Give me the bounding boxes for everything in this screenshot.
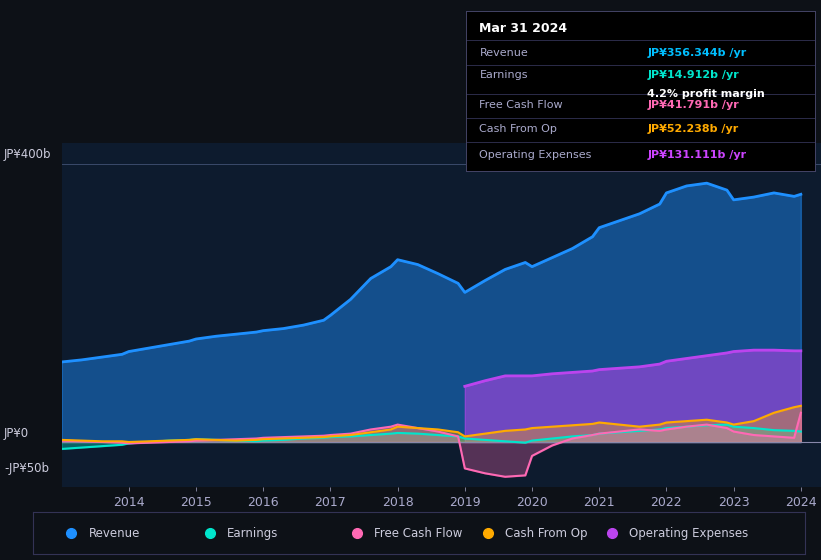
- Text: Earnings: Earnings: [479, 70, 528, 80]
- Text: 4.2% profit margin: 4.2% profit margin: [648, 89, 765, 99]
- Text: JP¥0: JP¥0: [4, 427, 30, 440]
- Text: Operating Expenses: Operating Expenses: [629, 527, 748, 540]
- Text: Revenue: Revenue: [479, 48, 528, 58]
- Text: Free Cash Flow: Free Cash Flow: [374, 527, 462, 540]
- Text: Revenue: Revenue: [89, 527, 140, 540]
- Text: JP¥356.344b /yr: JP¥356.344b /yr: [648, 48, 746, 58]
- Text: Cash From Op: Cash From Op: [505, 527, 588, 540]
- Text: Earnings: Earnings: [227, 527, 278, 540]
- Text: Free Cash Flow: Free Cash Flow: [479, 100, 563, 110]
- Text: JP¥41.791b /yr: JP¥41.791b /yr: [648, 100, 739, 110]
- Text: -JP¥50b: -JP¥50b: [4, 461, 49, 474]
- Text: JP¥14.912b /yr: JP¥14.912b /yr: [648, 70, 739, 80]
- Text: JP¥400b: JP¥400b: [4, 148, 52, 161]
- Text: JP¥131.111b /yr: JP¥131.111b /yr: [648, 150, 746, 160]
- Text: Mar 31 2024: Mar 31 2024: [479, 22, 567, 35]
- Text: Cash From Op: Cash From Op: [479, 124, 557, 134]
- Text: Operating Expenses: Operating Expenses: [479, 150, 592, 160]
- Text: JP¥52.238b /yr: JP¥52.238b /yr: [648, 124, 739, 134]
